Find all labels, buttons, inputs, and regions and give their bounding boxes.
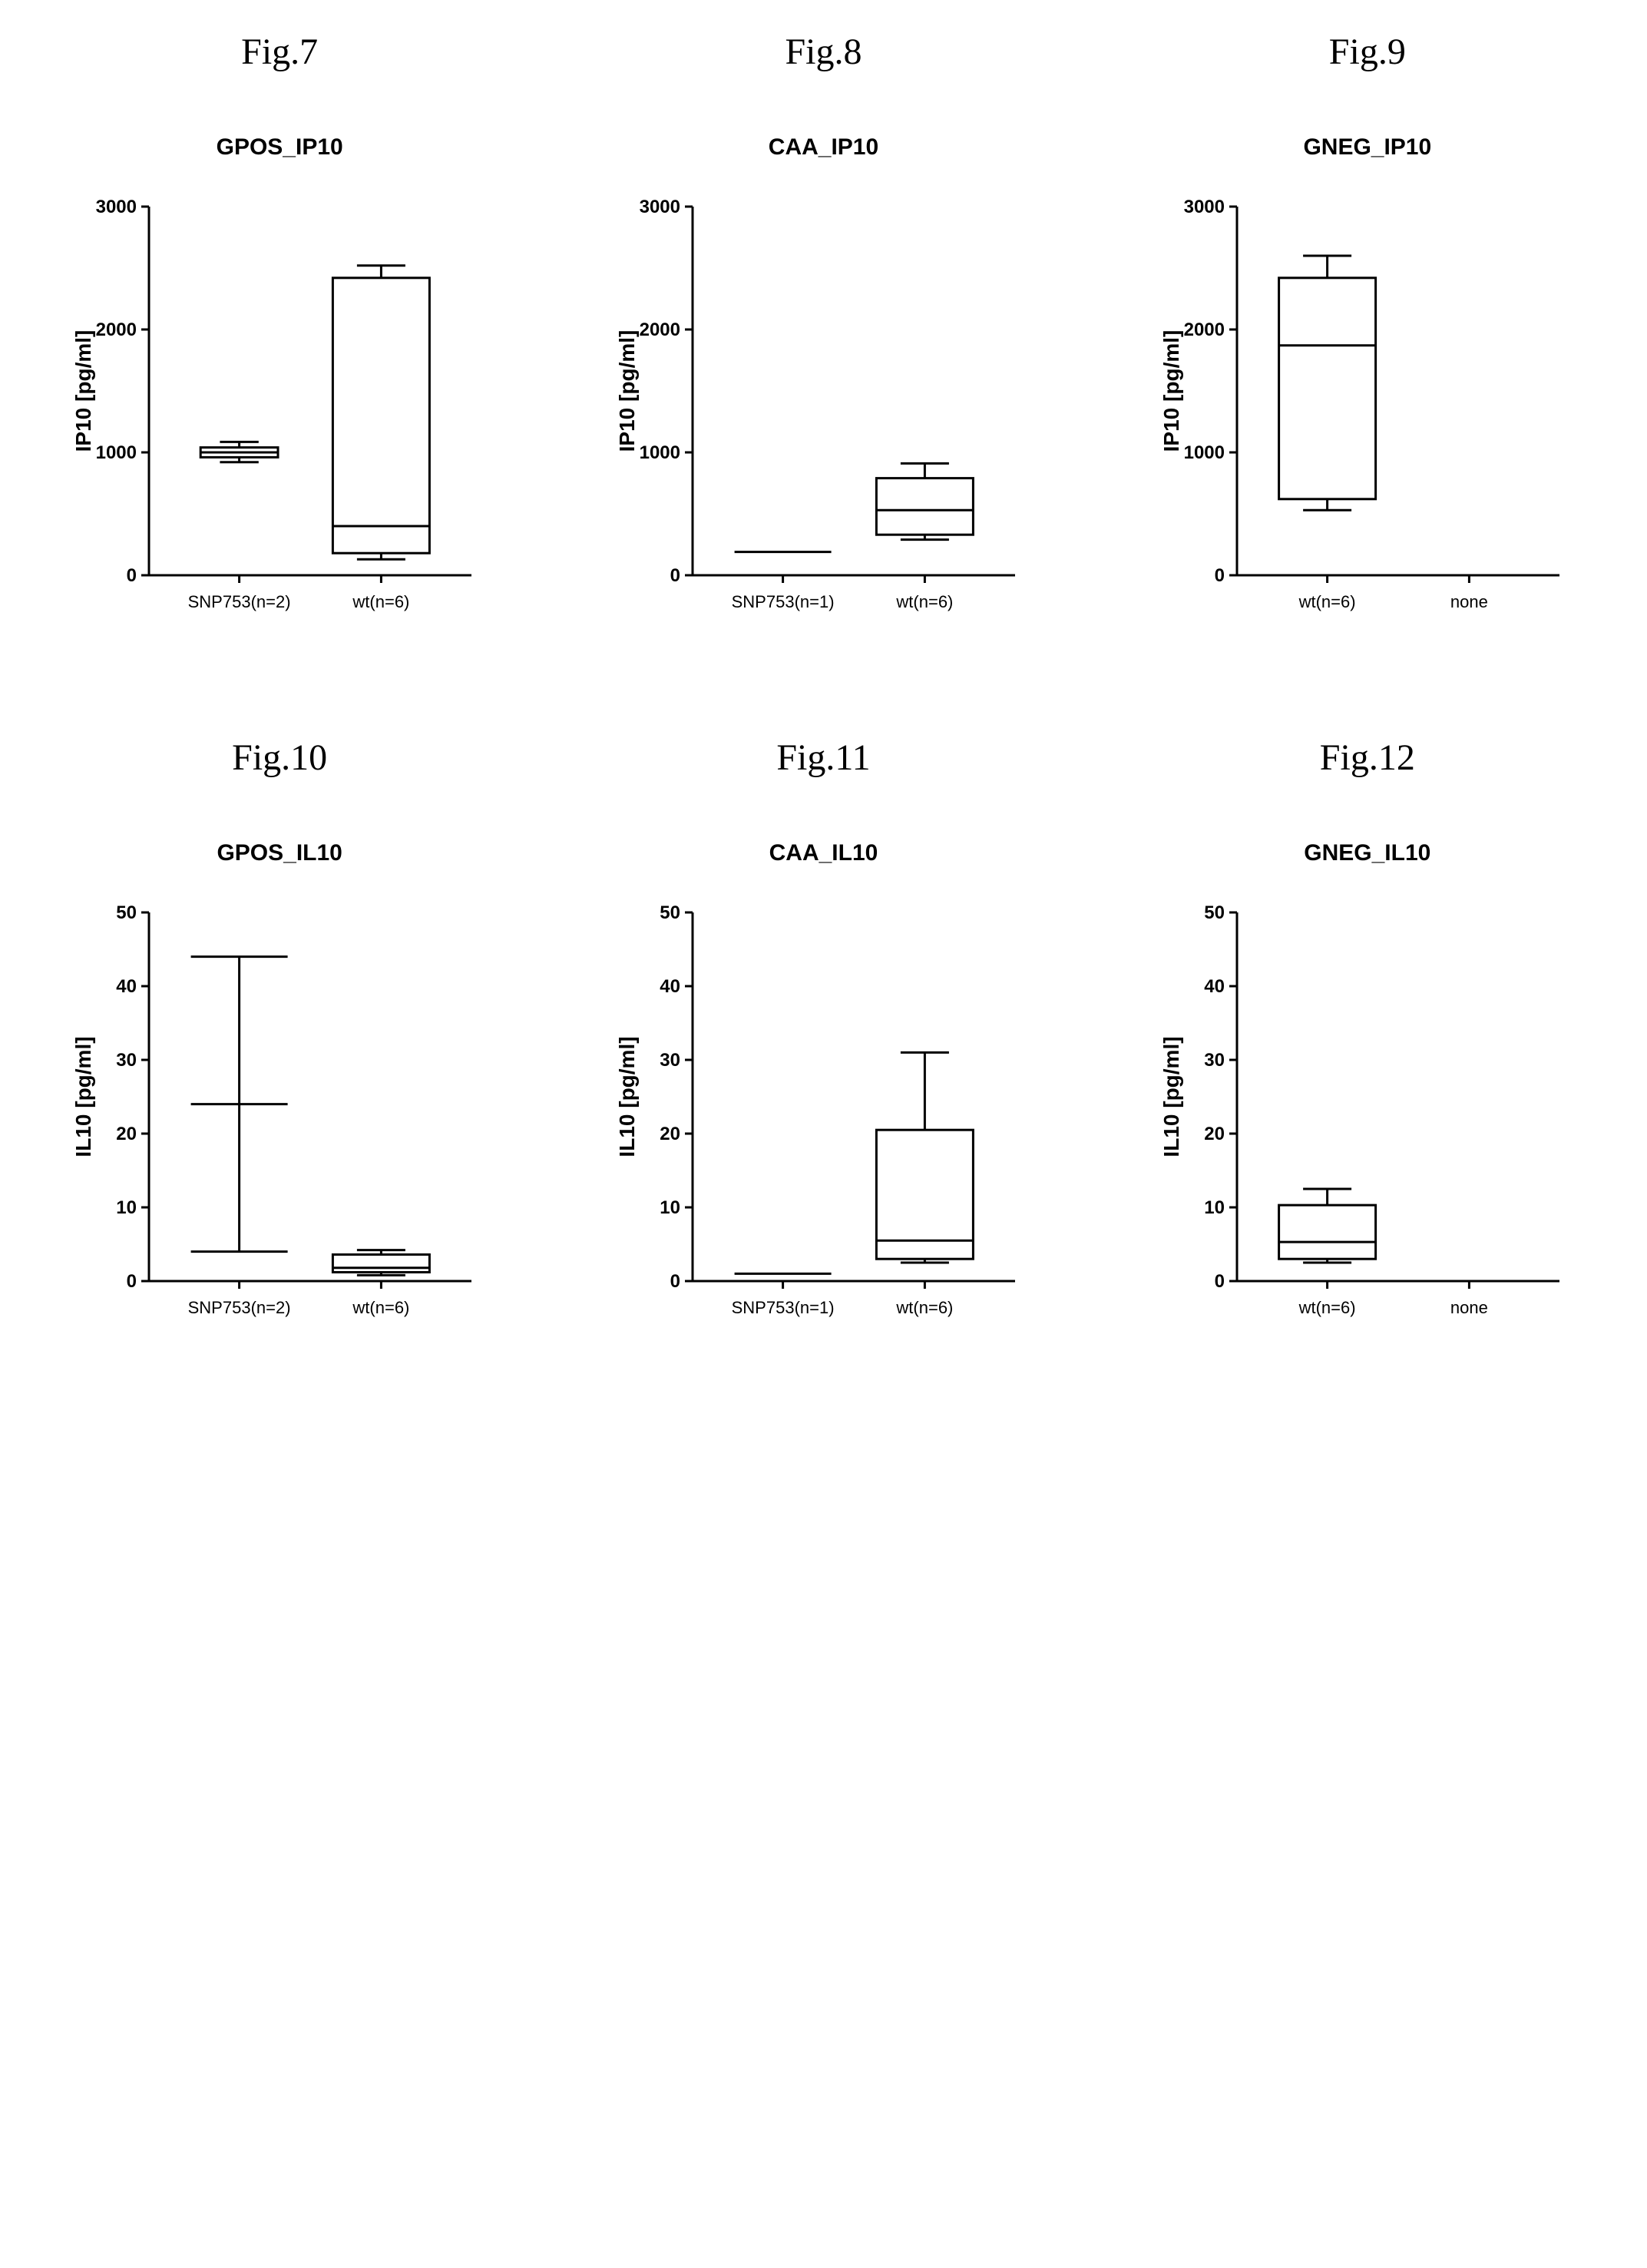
figure-cell: Fig.7 GPOS_IP10 0 1000 2000 3000 IP10 [pg/ml] S… xyxy=(31,31,528,644)
svg-text:10: 10 xyxy=(1204,1197,1225,1218)
svg-text:IP10 [pg/ml]: IP10 [pg/ml] xyxy=(71,330,95,452)
svg-text:20: 20 xyxy=(116,1124,137,1144)
chart-title: GPOS_IL10 xyxy=(217,840,342,866)
svg-text:wt(n=6): wt(n=6) xyxy=(896,592,954,611)
svg-text:30: 30 xyxy=(116,1050,137,1071)
svg-text:SNP753(n=1): SNP753(n=1) xyxy=(732,1298,835,1317)
svg-text:3000: 3000 xyxy=(96,197,137,217)
svg-text:0: 0 xyxy=(670,1271,680,1292)
figure-label: Fig.9 xyxy=(1329,31,1406,73)
figure-cell: Fig.9 GNEG_IP10 0 1000 2000 3000 IP10 [pg/ml] w… xyxy=(1119,31,1616,644)
svg-text:20: 20 xyxy=(1204,1124,1225,1144)
svg-text:none: none xyxy=(1450,592,1488,611)
svg-text:20: 20 xyxy=(660,1124,681,1144)
svg-text:wt(n=6): wt(n=6) xyxy=(1298,1298,1355,1317)
boxplot-chart: 0 1000 2000 3000 IP10 [pg/ml] SNP753(n=1) wt(n… xyxy=(608,184,1038,644)
svg-text:10: 10 xyxy=(660,1197,681,1218)
figure-label: Fig.8 xyxy=(785,31,862,73)
svg-text:0: 0 xyxy=(127,1271,137,1292)
svg-text:40: 40 xyxy=(1204,976,1225,997)
figure-label: Fig.11 xyxy=(776,737,870,779)
svg-text:3000: 3000 xyxy=(1183,197,1224,217)
svg-text:50: 50 xyxy=(660,902,681,923)
svg-text:1000: 1000 xyxy=(96,442,137,463)
figure-cell: Fig.10 GPOS_IL10 0 10 20 30 40 50 IL10 [pg/ml] SN… xyxy=(31,737,528,1350)
chart-title: CAA_IL10 xyxy=(769,840,878,866)
figure-cell: Fig.11 CAA_IL10 0 10 20 30 40 50 IL10 [pg/ml] SNP… xyxy=(574,737,1072,1350)
svg-text:IP10 [pg/ml]: IP10 [pg/ml] xyxy=(615,330,639,452)
chart-title: GPOS_IP10 xyxy=(217,134,343,161)
svg-text:wt(n=6): wt(n=6) xyxy=(896,1298,954,1317)
boxplot-chart: 0 1000 2000 3000 IP10 [pg/ml] wt(n=6) none xyxy=(1153,184,1583,644)
svg-text:10: 10 xyxy=(116,1197,137,1218)
svg-text:IL10 [pg/ml]: IL10 [pg/ml] xyxy=(71,1036,95,1157)
svg-text:0: 0 xyxy=(1214,1271,1224,1292)
svg-text:1000: 1000 xyxy=(640,442,680,463)
boxplot-chart: 0 1000 2000 3000 IP10 [pg/ml] SNP753(n=2) wt(n… xyxy=(64,184,494,644)
svg-text:40: 40 xyxy=(116,976,137,997)
figure-cell: Fig.8 CAA_IP10 0 1000 2000 3000 IP10 [pg/ml] SN… xyxy=(574,31,1072,644)
svg-text:SNP753(n=1): SNP753(n=1) xyxy=(732,592,835,611)
svg-text:0: 0 xyxy=(670,565,680,586)
svg-text:2000: 2000 xyxy=(640,320,680,340)
svg-text:IP10 [pg/ml]: IP10 [pg/ml] xyxy=(1159,330,1183,452)
chart-title: GNEG_IP10 xyxy=(1303,134,1431,161)
svg-text:wt(n=6): wt(n=6) xyxy=(1298,592,1355,611)
figure-label: Fig.12 xyxy=(1320,737,1415,779)
svg-text:1000: 1000 xyxy=(1183,442,1224,463)
chart-title: GNEG_IL10 xyxy=(1304,840,1430,866)
svg-text:30: 30 xyxy=(1204,1050,1225,1071)
boxplot-chart: 0 10 20 30 40 50 IL10 [pg/ml] SNP753(n=2) wt(n=6… xyxy=(64,889,494,1350)
figure-label: Fig.10 xyxy=(232,737,327,779)
figure-cell: Fig.12 GNEG_IL10 0 10 20 30 40 50 IL10 [pg/ml] wt… xyxy=(1119,737,1616,1350)
svg-text:40: 40 xyxy=(660,976,681,997)
svg-text:30: 30 xyxy=(660,1050,681,1071)
svg-text:IL10 [pg/ml]: IL10 [pg/ml] xyxy=(1159,1036,1183,1157)
svg-text:2000: 2000 xyxy=(1183,320,1224,340)
svg-text:wt(n=6): wt(n=6) xyxy=(352,592,410,611)
boxplot-chart: 0 10 20 30 40 50 IL10 [pg/ml] SNP753(n=1) wt(n=6… xyxy=(608,889,1038,1350)
svg-text:wt(n=6): wt(n=6) xyxy=(352,1298,410,1317)
svg-text:0: 0 xyxy=(1214,565,1224,586)
svg-text:2000: 2000 xyxy=(96,320,137,340)
svg-text:SNP753(n=2): SNP753(n=2) xyxy=(188,1298,291,1317)
svg-text:50: 50 xyxy=(116,902,137,923)
boxplot-chart: 0 10 20 30 40 50 IL10 [pg/ml] wt(n=6) none xyxy=(1153,889,1583,1350)
svg-text:none: none xyxy=(1450,1298,1488,1317)
svg-text:3000: 3000 xyxy=(640,197,680,217)
chart-title: CAA_IP10 xyxy=(769,134,878,161)
figure-label: Fig.7 xyxy=(241,31,318,73)
svg-text:50: 50 xyxy=(1204,902,1225,923)
svg-text:SNP753(n=2): SNP753(n=2) xyxy=(188,592,291,611)
svg-text:0: 0 xyxy=(127,565,137,586)
svg-text:IL10 [pg/ml]: IL10 [pg/ml] xyxy=(615,1036,639,1157)
